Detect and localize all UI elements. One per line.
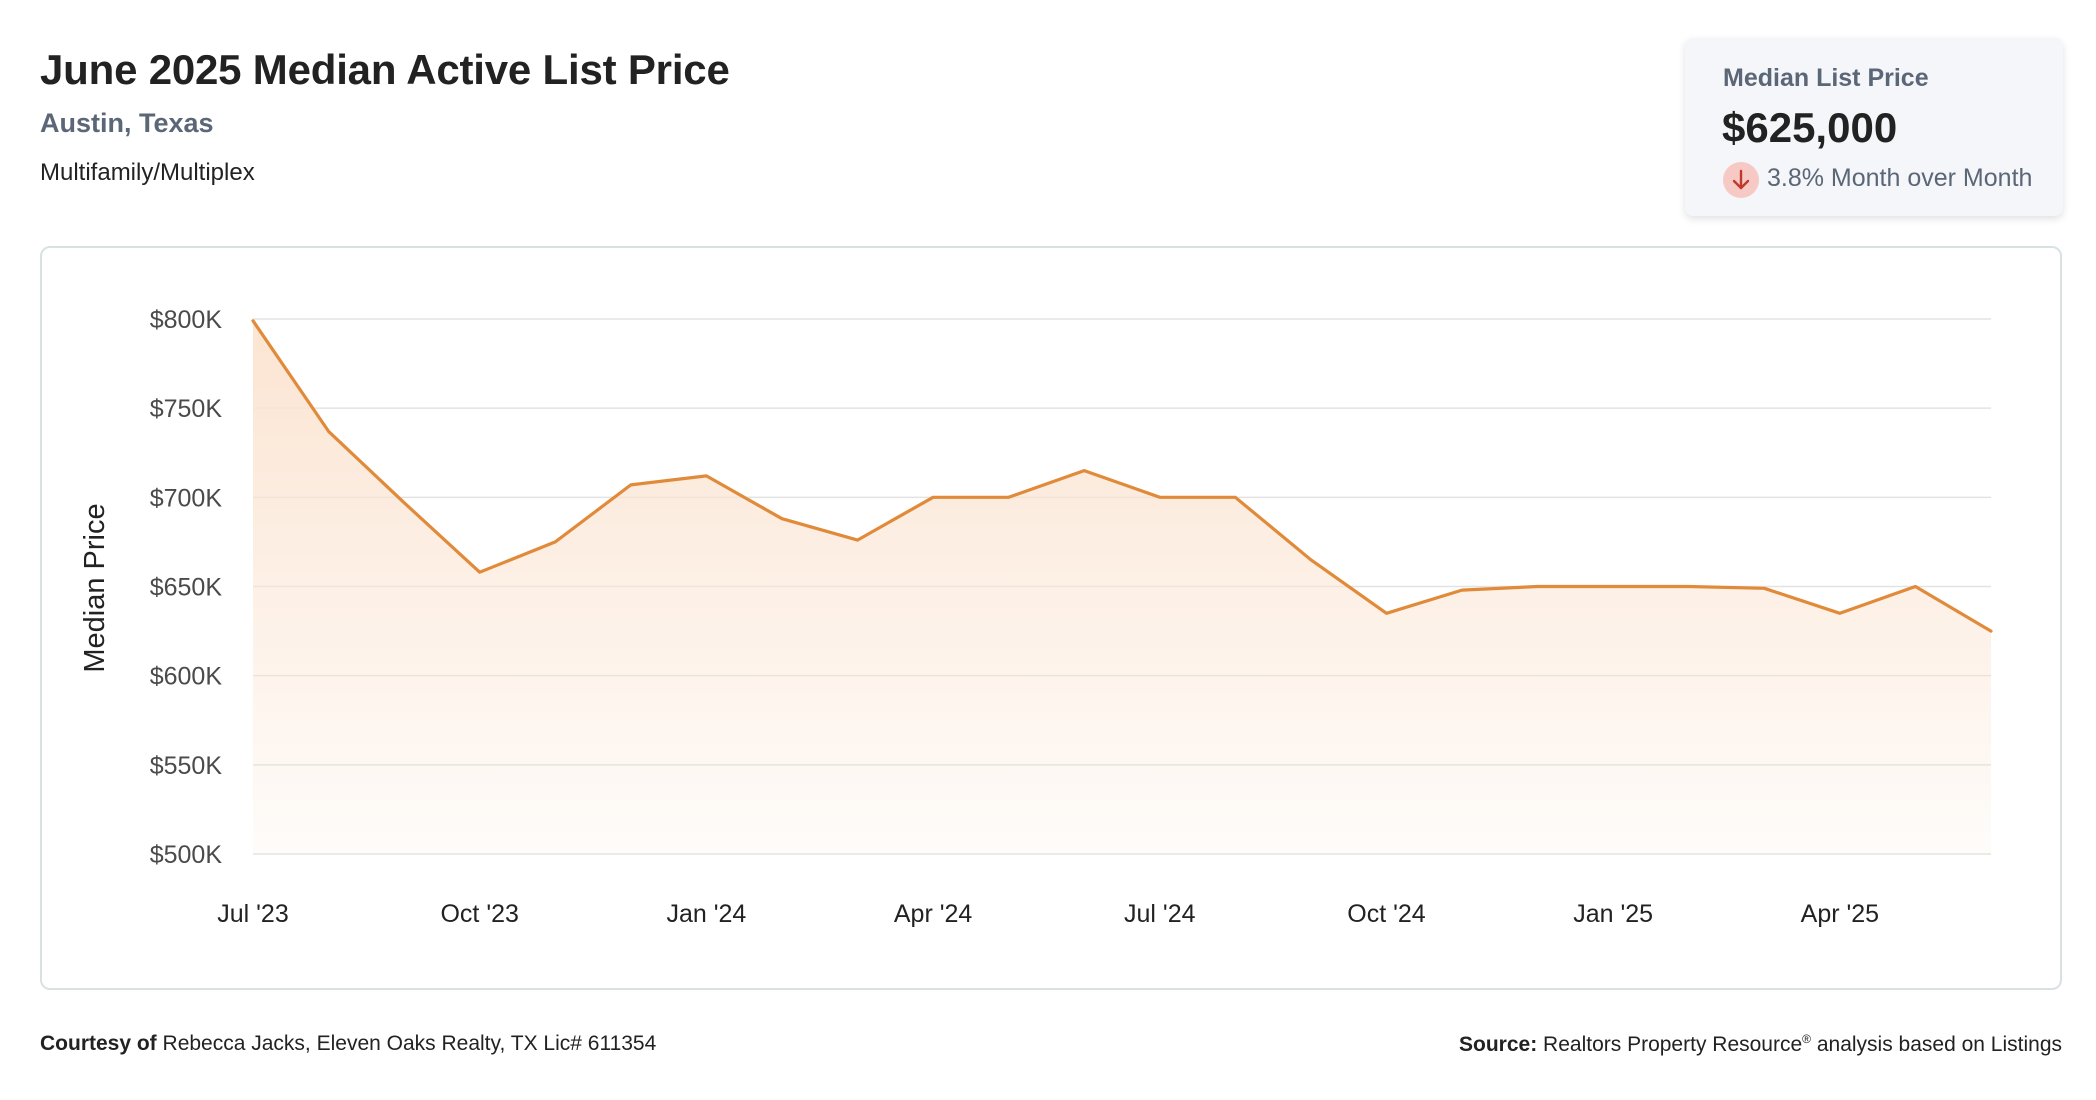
- source-name: Realtors Property Resource: [1543, 1033, 1803, 1056]
- y-tick-label: $500K: [150, 841, 223, 869]
- arrow-down-icon: [1723, 162, 1759, 198]
- courtesy-footer: Courtesy of Rebecca Jacks, Eleven Oaks R…: [40, 1032, 656, 1056]
- y-tick-label: $600K: [150, 663, 223, 691]
- area-fill: [253, 320, 1991, 854]
- median-price-chart: $500K $550K $600K $650K $700K $750K $800K Jul …: [79, 306, 1993, 928]
- y-tick-label: $750K: [150, 395, 223, 423]
- x-tick-label: Jan '24: [666, 900, 746, 928]
- series-line: [251, 319, 1993, 633]
- x-tick-label: Jul '23: [217, 900, 288, 928]
- x-tick-label: Jan '25: [1573, 900, 1653, 928]
- series-area: [253, 320, 1991, 854]
- courtesy-text: Rebecca Jacks, Eleven Oaks Realty, TX Li…: [162, 1032, 657, 1055]
- source-suffix: analysis based on Listings: [1816, 1033, 2062, 1056]
- x-tick-label: Oct '23: [440, 900, 518, 928]
- summary-card: Median List Price $625,000 3.8% Month ov…: [1685, 38, 2063, 216]
- change-text: 3.8% Month over Month: [1767, 164, 2033, 192]
- y-axis-tick-labels: $500K $550K $600K $650K $700K $750K $800K: [150, 306, 223, 869]
- y-tick-label: $550K: [150, 752, 223, 780]
- series-line-path: [251, 319, 1993, 633]
- x-axis-tick-labels: Jul '23 Oct '23 Jan '24 Apr '24 Jul '24 Oct '…: [217, 900, 1879, 928]
- property-type-label: Multifamily/Multiplex: [40, 159, 255, 186]
- y-tick-label: $800K: [150, 306, 223, 334]
- y-axis-label: Median Price: [79, 503, 111, 672]
- summary-label: Median List Price: [1723, 64, 1929, 92]
- source-label: Source:: [1459, 1033, 1538, 1056]
- x-tick-label: Jul '24: [1124, 900, 1196, 928]
- y-tick-label: $650K: [150, 574, 223, 602]
- page-title: June 2025 Median Active List Price: [40, 46, 730, 93]
- source-footer: Source: Realtors Property Resource® anal…: [1459, 1032, 2062, 1057]
- courtesy-label: Courtesy of: [40, 1032, 157, 1055]
- chart-panel: $500K $550K $600K $650K $700K $750K $800K Jul …: [40, 246, 2062, 990]
- y-tick-label: $700K: [150, 484, 223, 512]
- x-tick-label: Oct '24: [1347, 900, 1426, 928]
- x-tick-label: Apr '25: [1801, 900, 1879, 928]
- x-tick-label: Apr '24: [894, 900, 973, 928]
- location-subtitle: Austin, Texas: [40, 108, 214, 138]
- registered-mark: ®: [1802, 1032, 1811, 1046]
- summary-value: $625,000: [1722, 104, 1898, 151]
